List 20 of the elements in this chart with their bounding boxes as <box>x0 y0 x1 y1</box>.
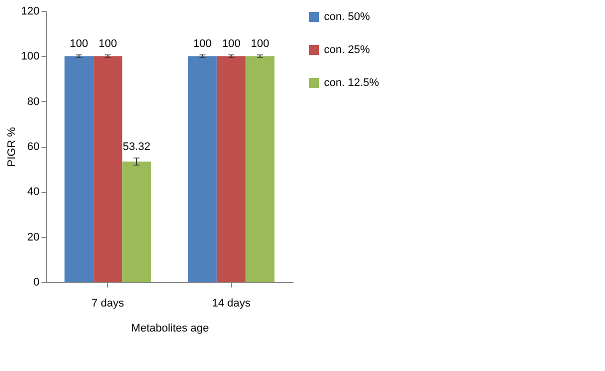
y-tick-label: 120 <box>21 6 40 18</box>
data-label: 100 <box>222 38 240 50</box>
legend-label: con. 50% <box>324 11 370 23</box>
data-label: 100 <box>193 38 212 50</box>
y-tick-label: 40 <box>27 186 40 198</box>
legend-label: con. 12.5% <box>324 77 380 89</box>
data-label: 100 <box>70 38 88 50</box>
y-tick-label: 60 <box>27 141 40 153</box>
y-tick-label: 0 <box>33 276 40 288</box>
y-axis-title: PIGR % <box>6 126 18 167</box>
y-tick-label: 100 <box>21 50 40 63</box>
x-tick-label: 14 days <box>212 298 252 310</box>
data-label: 100 <box>250 38 270 50</box>
data-label: 53.32 <box>122 140 150 153</box>
data-label: 100 <box>98 38 117 50</box>
x-tick-label: 7 days <box>92 298 124 310</box>
legend-label: con. 25% <box>324 44 370 56</box>
x-axis-title: Metabolites age <box>131 322 209 334</box>
y-tick-label: 20 <box>27 231 40 244</box>
y-tick-label: 80 <box>27 96 40 108</box>
